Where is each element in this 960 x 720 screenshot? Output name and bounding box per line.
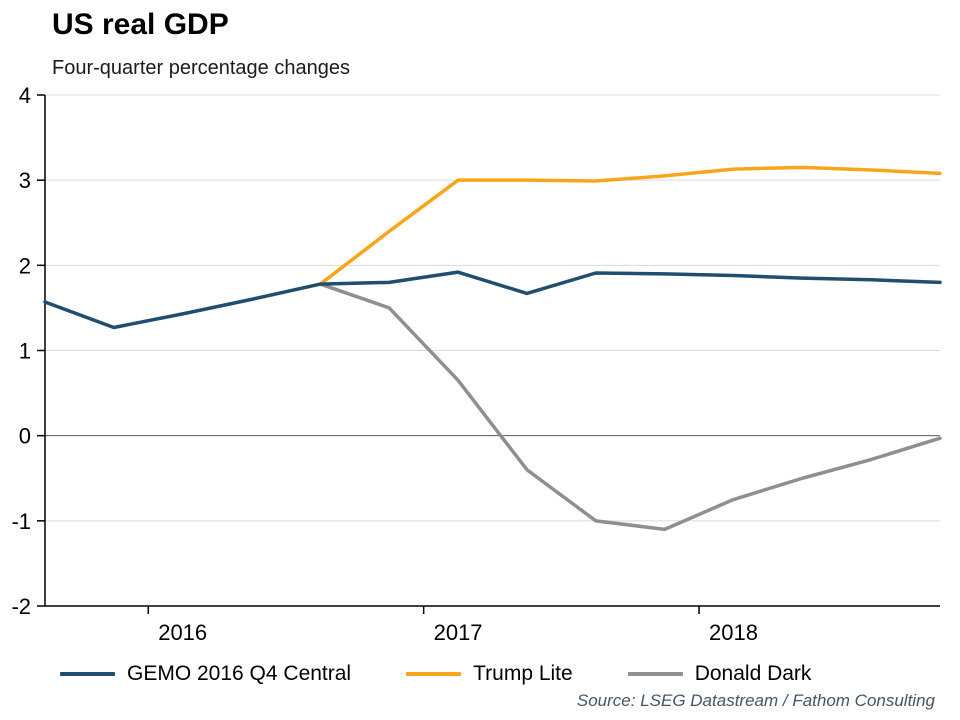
gemo-line-swatch (60, 672, 115, 676)
x-year-label-2018: 2018 (709, 620, 758, 645)
series-line-gemo (43, 270, 942, 330)
y-tick-label: -2 (11, 594, 31, 619)
y-tick-label: 4 (19, 83, 31, 108)
y-tick-label: 1 (19, 339, 31, 364)
x-year-label-2017: 2017 (434, 620, 483, 645)
legend-label-donald-dark: Donald Dark (694, 662, 812, 685)
y-tick-label: 3 (19, 168, 31, 193)
legend-item-donald-dark: Donald Dark (627, 662, 812, 686)
donald-dark-line-swatch (627, 672, 683, 676)
trump-lite-line-swatch (406, 672, 462, 676)
series-line-trump (318, 165, 942, 286)
legend-item-trump-lite: Trump Lite (406, 662, 573, 686)
y-tick-label: 2 (19, 253, 31, 278)
page-subtitle: Four-quarter percentage changes (52, 57, 350, 79)
x-year-label-2016: 2016 (158, 620, 207, 645)
y-tick-label: 0 (19, 424, 31, 449)
source-credit: Source: LSEG Datastream / Fathom Consult… (576, 691, 935, 710)
legend-label-gemo: GEMO 2016 Q4 Central (127, 662, 352, 685)
legend-label-trump-lite: Trump Lite (473, 662, 573, 685)
y-tick-label: -1 (11, 509, 31, 534)
legend: GEMO 2016 Q4 Central Trump Lite Donald D… (60, 662, 811, 686)
page-title: US real GDP (52, 8, 229, 41)
series-line-donald (318, 282, 942, 532)
legend-item-gemo: GEMO 2016 Q4 Central (60, 662, 351, 686)
